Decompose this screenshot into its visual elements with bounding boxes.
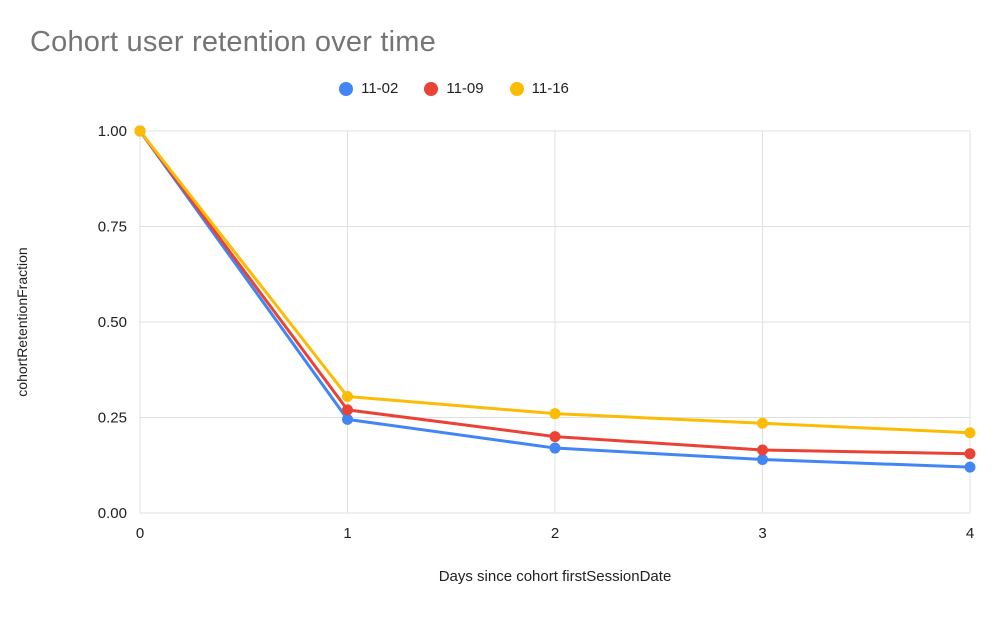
data-point-11-02 bbox=[342, 413, 353, 425]
legend: 11-02 11-09 11-16 bbox=[0, 80, 958, 97]
legend-label: 11-02 bbox=[361, 80, 399, 97]
data-point-11-16 bbox=[964, 427, 976, 439]
data-point-11-16 bbox=[549, 408, 561, 420]
y-tick-label: 0.00 bbox=[98, 505, 127, 522]
series-dot-icon bbox=[509, 81, 524, 96]
legend-item-11-09: 11-09 bbox=[424, 80, 484, 97]
x-axis-title: Days since cohort firstSessionDate bbox=[438, 568, 672, 585]
legend-item-11-02: 11-02 bbox=[339, 80, 398, 97]
y-axis-title: cohortRetentionFraction bbox=[14, 247, 30, 397]
x-tick-label: 2 bbox=[551, 525, 559, 542]
x-tick-label: 0 bbox=[136, 525, 144, 542]
data-point-11-09 bbox=[757, 444, 768, 456]
data-point-11-09 bbox=[549, 431, 561, 443]
data-point-11-09 bbox=[964, 448, 976, 460]
legend-label: 11-09 bbox=[446, 80, 484, 97]
data-point-11-16 bbox=[342, 390, 353, 402]
data-point-11-09 bbox=[342, 404, 353, 416]
y-tick-label: 0.25 bbox=[98, 410, 127, 427]
x-tick-label: 1 bbox=[343, 525, 351, 542]
legend-label: 11-16 bbox=[531, 80, 569, 97]
x-tick-label: 4 bbox=[966, 525, 974, 542]
data-point-11-02 bbox=[549, 442, 561, 454]
legend-item-11-16: 11-16 bbox=[509, 80, 569, 97]
y-tick-label: 0.75 bbox=[98, 219, 127, 236]
chart-title: Cohort user retention over time bbox=[30, 26, 436, 58]
x-tick-label: 3 bbox=[758, 525, 766, 542]
data-point-11-16 bbox=[134, 125, 146, 137]
data-point-11-02 bbox=[757, 454, 768, 466]
series-dot-icon bbox=[424, 81, 439, 96]
data-point-11-02 bbox=[964, 461, 976, 473]
data-point-11-16 bbox=[757, 417, 768, 429]
y-tick-label: 0.50 bbox=[98, 314, 127, 331]
series-dot-icon bbox=[339, 81, 354, 96]
y-tick-label: 1.00 bbox=[98, 123, 127, 140]
